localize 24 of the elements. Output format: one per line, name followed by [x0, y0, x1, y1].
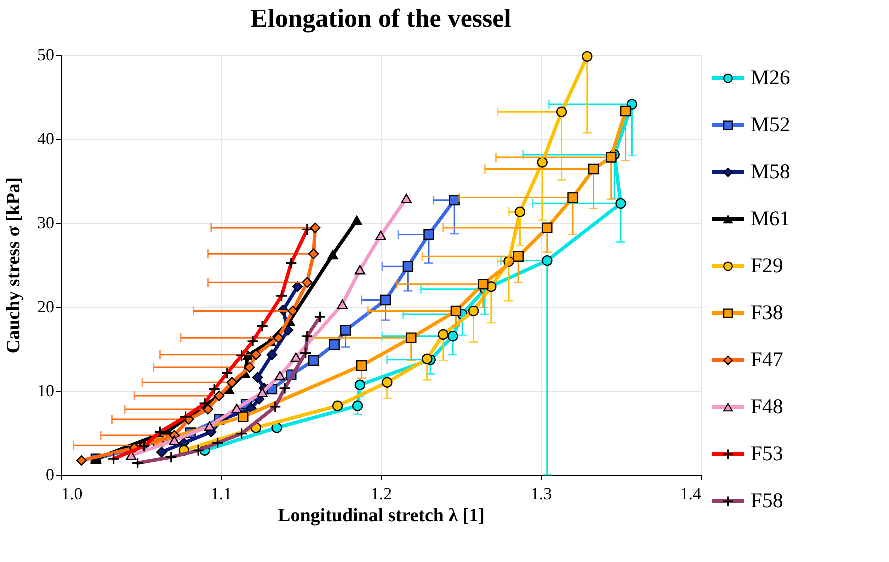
- x-tick-label: 1.2: [370, 484, 392, 504]
- x-tick-label: 1.4: [680, 484, 702, 504]
- legend-label: F29: [750, 254, 784, 278]
- y-tick-label: 50: [38, 46, 54, 64]
- legend-label: F58: [750, 488, 784, 512]
- y-tick-label: 0: [46, 466, 54, 484]
- chart-title: Elongation of the vessel: [250, 4, 512, 33]
- x-axis-title: Longitudinal stretch λ [1]: [278, 506, 485, 526]
- x-tick-label: 1.3: [530, 484, 552, 504]
- legend-label: F48: [750, 394, 784, 418]
- legend-label: F47: [750, 348, 784, 372]
- x-tick-label: 1.1: [210, 484, 232, 504]
- y-tick-label: 20: [38, 298, 54, 316]
- legend-label: M58: [750, 160, 790, 184]
- y-tick-label: 30: [38, 214, 54, 232]
- legend-label: M61: [750, 206, 790, 230]
- x-tick-label: 1.0: [62, 484, 83, 504]
- legend-label: M26: [750, 66, 790, 90]
- y-tick-label: 40: [38, 130, 54, 148]
- legend-label: M52: [750, 112, 790, 136]
- y-tick-label: 10: [38, 382, 54, 400]
- legend-label: F53: [750, 442, 784, 466]
- y-axis-title: Cauchy stress σ [kPa]: [4, 177, 24, 354]
- legend-label: F38: [750, 300, 784, 324]
